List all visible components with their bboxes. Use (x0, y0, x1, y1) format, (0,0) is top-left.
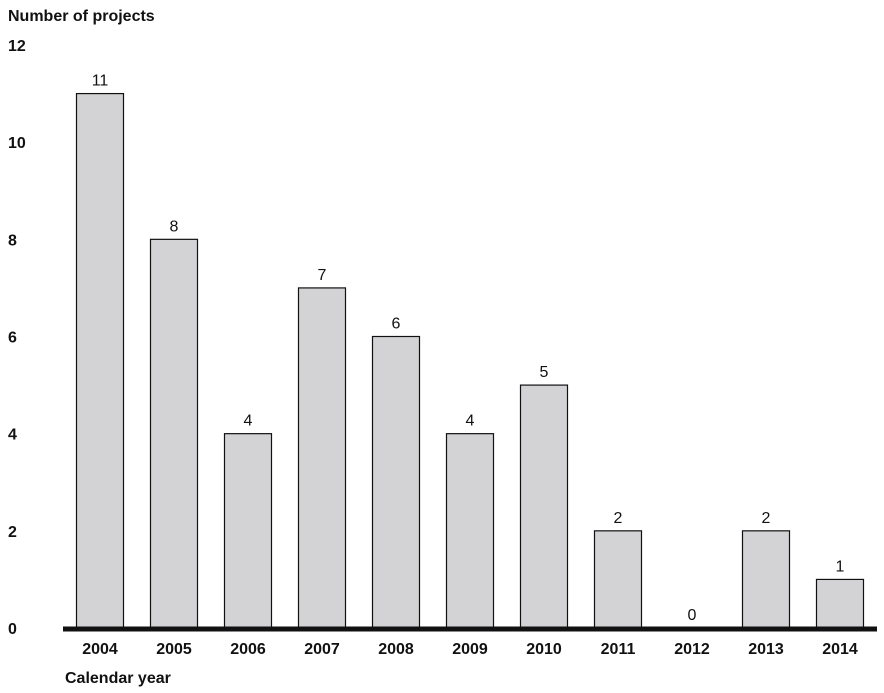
y-tick-label: 0 (8, 621, 17, 638)
bar-2013 (741, 530, 791, 629)
bar-2006 (223, 433, 273, 629)
data-label-2013: 2 (762, 510, 771, 527)
y-tick-label: 10 (8, 135, 26, 152)
y-tick-label: 2 (8, 524, 17, 541)
data-label-2014: 1 (836, 558, 845, 575)
x-tick-label-2008: 2008 (378, 641, 414, 658)
x-tick-label-2013: 2013 (748, 641, 784, 658)
bar-2010 (519, 384, 569, 629)
data-label-2004: 11 (92, 73, 109, 90)
x-tick-label-2004: 2004 (82, 641, 118, 658)
bar-2007 (297, 287, 347, 629)
y-axis-ticks: 0 2 4 6 8 10 12 (8, 38, 26, 638)
x-tick-label-2005: 2005 (156, 641, 192, 658)
x-tick-label-2009: 2009 (452, 641, 488, 658)
x-tick-label-2010: 2010 (526, 641, 562, 658)
y-axis-title: Number of projects (8, 8, 155, 25)
y-tick-label: 6 (8, 330, 17, 347)
x-axis-ticks: 2004 2005 2006 2007 2008 2009 2010 2011 2012 2013… (82, 641, 858, 658)
data-label-2011: 2 (614, 510, 623, 527)
x-tick-label-2012: 2012 (674, 641, 710, 658)
bar-2011 (593, 530, 643, 629)
data-label-2010: 5 (540, 364, 549, 381)
bar-2004 (75, 92, 125, 629)
data-label-2006: 4 (244, 413, 253, 430)
x-tick-label-2007: 2007 (304, 641, 340, 658)
bar-2014 (815, 578, 865, 629)
data-labels-group: 11 8 4 7 6 4 5 2 0 2 1 (92, 73, 845, 624)
bar-2008 (371, 335, 421, 629)
data-label-2005: 8 (170, 218, 179, 235)
bar-2009 (445, 433, 495, 629)
y-tick-label: 4 (8, 427, 17, 444)
y-tick-label: 12 (8, 38, 26, 55)
bars-group (75, 92, 865, 629)
x-axis-title: Calendar year (65, 670, 171, 687)
data-label-2007: 7 (318, 267, 327, 284)
data-label-2012: 0 (688, 607, 697, 624)
x-tick-label-2006: 2006 (230, 641, 266, 658)
y-tick-label: 8 (8, 232, 17, 249)
x-tick-label-2014: 2014 (822, 641, 858, 658)
bar-2005 (149, 238, 199, 629)
x-tick-label-2011: 2011 (601, 641, 636, 658)
data-label-2008: 6 (392, 316, 401, 333)
data-label-2009: 4 (466, 413, 475, 430)
